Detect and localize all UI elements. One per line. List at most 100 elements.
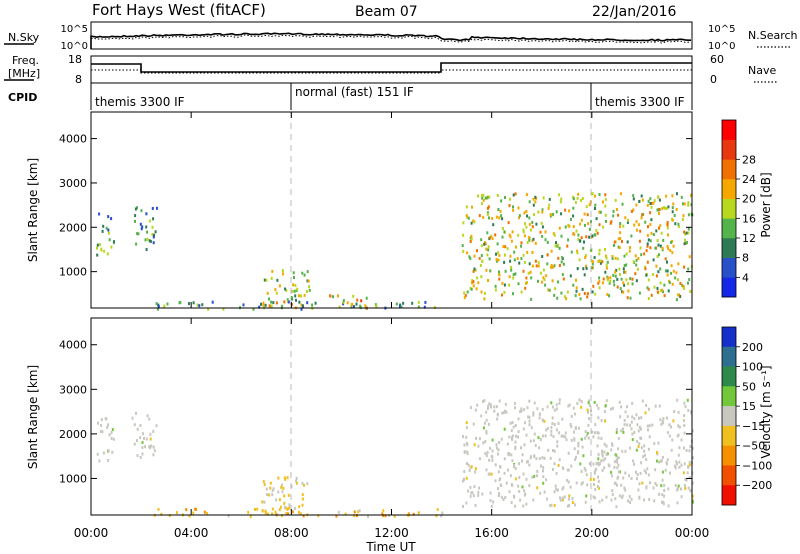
power-data-cell xyxy=(275,301,278,305)
velocity-data-cell xyxy=(553,423,556,426)
power-data-cell xyxy=(482,198,485,202)
power-data-cell xyxy=(549,213,552,216)
velocity-data-cell xyxy=(542,466,545,470)
velocity-data-cell xyxy=(626,415,629,419)
velocity-data-cell xyxy=(280,485,283,489)
power-data-cell xyxy=(306,270,309,274)
power-colorbar-tick-label: 24 xyxy=(742,173,756,186)
velocity-data-cell xyxy=(247,510,250,514)
power-data-cell xyxy=(661,288,664,292)
power-data-cell xyxy=(604,254,607,258)
velocity-data-cell xyxy=(677,453,680,457)
velocity-data-cell xyxy=(652,486,655,490)
power-data-cell xyxy=(577,233,580,237)
velocity-data-cell xyxy=(282,486,285,490)
power-data-cell xyxy=(593,256,596,259)
velocity-data-cell xyxy=(523,489,526,493)
velocity-data-cell xyxy=(636,477,638,481)
velocity-data-cell xyxy=(493,405,496,409)
noise-right-tick-top: 10^5 xyxy=(708,24,735,35)
velocity-data-cell xyxy=(463,470,466,473)
velocity-data-cell xyxy=(664,468,667,472)
velocity-data-cell xyxy=(317,514,320,518)
velocity-data-cell xyxy=(520,407,523,411)
power-data-cell xyxy=(575,278,577,282)
power-data-cell xyxy=(501,235,504,239)
power-data-cell xyxy=(356,298,359,302)
velocity-colorbar-label: Velocity [m s⁻¹] xyxy=(759,365,773,458)
power-data-cell xyxy=(107,215,110,219)
power-data-cell xyxy=(503,283,506,287)
velocity-data-cell xyxy=(585,494,588,498)
velocity-data-cell xyxy=(587,436,590,440)
velocity-data-cell xyxy=(637,429,640,433)
power-data-cell xyxy=(290,296,293,299)
velocity-data-cell xyxy=(506,468,509,472)
velocity-data-cell xyxy=(588,417,590,421)
power-data-cell xyxy=(507,221,510,225)
power-data-cell xyxy=(581,287,584,291)
power-data-cell xyxy=(110,245,113,249)
velocity-data-cell xyxy=(661,493,664,497)
velocity-data-cell xyxy=(565,438,568,442)
velocity-data-cell xyxy=(613,460,616,464)
power-data-cell xyxy=(525,193,528,197)
velocity-data-cell xyxy=(592,435,595,439)
power-data-cell xyxy=(537,264,540,268)
velocity-data-cell xyxy=(597,436,600,440)
power-data-cell xyxy=(157,304,160,308)
velocity-data-cell xyxy=(619,415,622,419)
power-data-cell xyxy=(530,276,533,280)
power-data-cell xyxy=(242,303,245,307)
power-data-cell xyxy=(514,192,517,196)
power-data-cell xyxy=(579,222,582,226)
power-data-cell xyxy=(486,212,489,216)
velocity-data-cell xyxy=(469,406,472,410)
velocity-data-cell xyxy=(603,410,606,413)
velocity-data-cell xyxy=(498,440,501,444)
power-data-cell xyxy=(525,210,528,213)
velocity-data-cell xyxy=(684,405,687,409)
power-colorbar-swatch xyxy=(722,179,736,199)
power-data-cell xyxy=(650,205,653,209)
power-data-cell xyxy=(575,286,578,290)
power-data-cell xyxy=(508,275,511,279)
velocity-data-cell xyxy=(596,444,599,448)
power-data-cell xyxy=(652,201,655,205)
velocity-data-cell xyxy=(661,500,663,504)
power-data-cell xyxy=(211,300,214,304)
power-data-cell xyxy=(591,192,593,196)
power-data-cell xyxy=(606,260,609,264)
velocity-data-cell xyxy=(515,434,517,438)
velocity-data-cell xyxy=(498,399,501,403)
velocity-data-cell xyxy=(528,423,531,427)
power-data-cell xyxy=(590,220,592,224)
velocity-data-cell xyxy=(648,435,651,439)
velocity-data-cell xyxy=(617,447,620,451)
power-data-cell xyxy=(488,195,491,199)
velocity-data-cell xyxy=(536,486,539,490)
power-data-cell xyxy=(666,222,669,226)
velocity-data-cell xyxy=(265,487,268,491)
velocity-data-cell xyxy=(301,503,304,507)
power-data-cell xyxy=(301,271,304,275)
velocity-data-cell xyxy=(550,433,553,437)
velocity-data-cell xyxy=(480,414,483,418)
velocity-data-cell xyxy=(647,407,650,411)
power-data-cell xyxy=(531,264,534,268)
velocity-data-cell xyxy=(485,454,488,458)
power-data-cell xyxy=(495,257,498,261)
velocity-data-cell xyxy=(676,434,679,438)
power-data-cell xyxy=(619,225,622,229)
power-data-cell xyxy=(647,238,650,242)
velocity-data-cell xyxy=(618,400,621,404)
power-data-cell xyxy=(663,294,666,298)
power-data-cell xyxy=(605,266,608,270)
velocity-data-cell xyxy=(626,423,629,427)
power-data-cell xyxy=(592,284,595,288)
velocity-data-cell xyxy=(541,418,544,422)
power-data-cell xyxy=(581,197,584,200)
power-data-cell xyxy=(550,264,553,267)
velocity-data-cell xyxy=(271,512,274,516)
power-data-cell xyxy=(656,290,659,294)
